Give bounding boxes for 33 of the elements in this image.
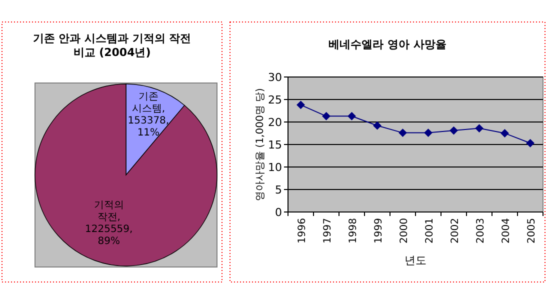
- point: [348, 112, 356, 120]
- point: [500, 129, 509, 138]
- slice-label: 기적의 작전, 1225559, 89%: [85, 200, 133, 248]
- y-axis-title: 영아사망율 (1,000명 당): [255, 88, 266, 201]
- point: [322, 112, 330, 120]
- x-tick-label: 2003: [475, 218, 486, 244]
- point: [475, 124, 484, 132]
- point: [398, 128, 407, 137]
- chart-title: 베네수엘라 영아 사망율: [328, 38, 446, 51]
- point: [296, 100, 305, 109]
- x-tick-label: 2001: [424, 218, 436, 244]
- y-tick-label: 20: [268, 116, 282, 129]
- point: [450, 126, 458, 135]
- y-tick-label: 30: [268, 71, 282, 84]
- y-tick-label: 5: [275, 184, 282, 196]
- x-tick-label: 2004: [500, 218, 512, 244]
- x-tick-label: 2000: [398, 218, 410, 244]
- y-tick-label: 0: [275, 206, 282, 219]
- x-tick-label: 1996: [296, 218, 308, 244]
- slice-label: 기존 시스템, 153378, 11%: [128, 91, 170, 138]
- chart-title: 기존 안과 시스템과 기적의 작전 비교 (2004년): [32, 32, 192, 59]
- y-tick-label: 25: [268, 94, 282, 106]
- x-tick-label: 1998: [348, 218, 359, 244]
- point: [526, 139, 534, 148]
- point: [373, 122, 382, 130]
- x-tick-label: 2005: [526, 218, 538, 244]
- y-tick-label: 15: [268, 138, 282, 152]
- x-axis-title: 년도: [404, 254, 426, 267]
- point: [424, 128, 432, 137]
- y-tick-label: 10: [268, 161, 282, 174]
- x-tick-label: 1997: [322, 218, 334, 244]
- x-tick-label: 2002: [450, 218, 461, 244]
- x-tick-label: 1999: [373, 218, 384, 244]
